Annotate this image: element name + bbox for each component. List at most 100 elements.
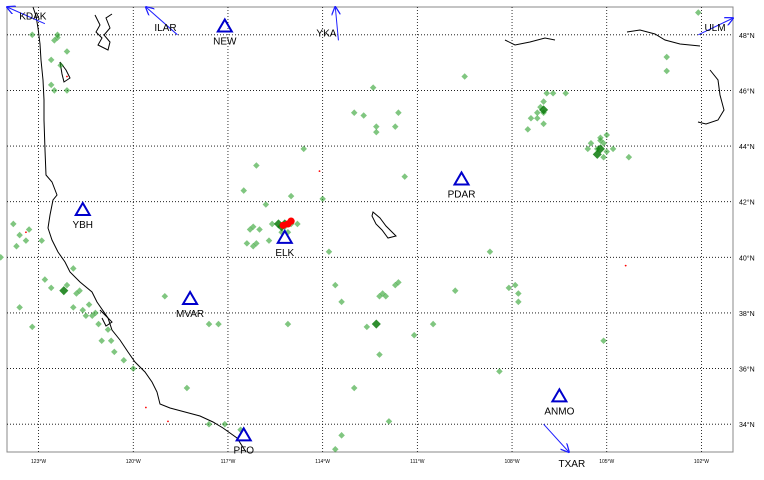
lake-outline (371, 211, 397, 239)
event-marker (205, 420, 213, 428)
offmap-station-label: ULM (704, 23, 725, 34)
border-north-mid (504, 37, 556, 46)
station-new: NEW (213, 17, 237, 47)
event-marker (609, 145, 617, 153)
station-triangle-icon (550, 387, 569, 403)
puget-sound (94, 13, 113, 51)
event-marker (496, 368, 503, 375)
station-triangle-icon (452, 170, 471, 186)
event-marker (451, 287, 459, 294)
source-marker (167, 420, 169, 423)
event-marker (265, 237, 273, 244)
offmap-arrow (7, 7, 46, 25)
station-triangle-icon (74, 201, 92, 217)
event-marker (600, 153, 607, 161)
event-marker (246, 226, 254, 233)
lat-tick-label: 38°N (739, 310, 755, 318)
event-marker (515, 290, 522, 297)
offmap-station-label: YKA (316, 28, 336, 39)
event-marker (253, 240, 260, 247)
source-marker (144, 406, 147, 409)
station-label: YBH (72, 220, 93, 231)
event-marker (240, 187, 247, 194)
event-marker (515, 298, 522, 306)
lon-tick-label: 120°W (126, 459, 141, 465)
event-marker (63, 281, 71, 289)
station-elk: ELK (275, 228, 295, 259)
event-marker (88, 312, 96, 319)
event-marker (410, 331, 418, 339)
event-marker (0, 254, 4, 261)
event-marker (79, 306, 87, 314)
station-mvar: MVAR (176, 290, 204, 320)
sf-bay (99, 309, 113, 327)
station-ybh: YBH (72, 201, 93, 231)
event-marker (98, 337, 105, 345)
event-marker (600, 140, 607, 147)
event-marker (85, 301, 93, 308)
offmap-station-label: ILAR (154, 23, 176, 34)
event-marker (16, 231, 23, 239)
event-marker (243, 240, 251, 247)
event-marker (325, 248, 333, 256)
event-marker (603, 131, 610, 139)
station-label: PDAR (448, 189, 476, 200)
event-marker (51, 37, 58, 44)
event-marker (385, 418, 393, 425)
station-label: PFO (233, 445, 254, 456)
event-marker (391, 123, 399, 130)
station-label: MVAR (176, 309, 204, 320)
station-pdar: PDAR (448, 170, 476, 200)
offmap-station-arrows: KDAK ILAR YKA ULM TXAR (7, 7, 733, 470)
event-marker (22, 237, 30, 244)
event-marker (603, 148, 610, 155)
event-marker (183, 384, 191, 392)
lake-east (697, 69, 725, 125)
event-marker (373, 128, 380, 136)
station-triangle-icon (276, 228, 294, 244)
border-north-east (626, 29, 701, 47)
event-marker (287, 192, 295, 200)
lat-tick-label: 40°N (739, 254, 755, 262)
event-marker (584, 145, 592, 153)
lat-tick-label: 44°N (739, 143, 755, 151)
lon-tick-label: 117°W (221, 459, 236, 465)
coastline-layer (32, 6, 725, 453)
event-marker (486, 248, 494, 256)
station-label: ELK (275, 248, 294, 259)
event-marker (25, 226, 33, 233)
event-marker (95, 320, 102, 328)
source-marker (624, 264, 627, 267)
offmap-arrow (543, 423, 569, 452)
event-marker (111, 348, 118, 356)
lon-tick-label: 108°W (505, 459, 520, 465)
offmap-arrow (335, 7, 338, 41)
event-marker (376, 351, 383, 358)
event-marker (104, 326, 112, 333)
event-marker (262, 201, 270, 208)
event-marker (625, 153, 633, 161)
lat-tick-label: 42°N (739, 199, 755, 207)
event-marker (13, 242, 20, 250)
event-marker (57, 62, 64, 69)
source-events (25, 75, 627, 423)
coastal-islands (59, 61, 71, 83)
event-marker (256, 226, 263, 233)
lon-tick-label: 105°W (599, 459, 614, 465)
event-marker (338, 298, 345, 306)
station-triangle-icon (234, 426, 253, 442)
stations: YBH ELK NEW PDAR MVAR ANMO PFO (72, 17, 575, 456)
event-marker (120, 356, 128, 364)
event-marker (300, 145, 307, 153)
event-marker (600, 337, 607, 345)
offmap-station-label: TXAR (559, 459, 586, 470)
station-label: NEW (213, 36, 237, 47)
event-marker (215, 320, 222, 328)
event-marker (63, 87, 71, 94)
event-marker (221, 420, 229, 428)
event-marker (268, 220, 276, 228)
event-marker (429, 320, 437, 328)
event-marker (505, 284, 513, 292)
source-marker (318, 170, 321, 172)
